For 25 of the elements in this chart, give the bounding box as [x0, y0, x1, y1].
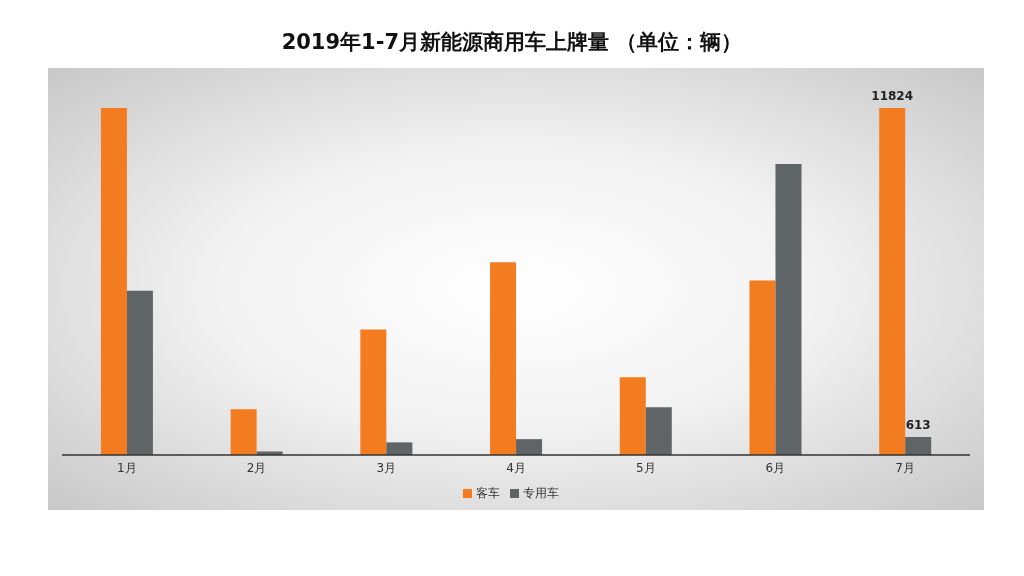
bar: [749, 280, 776, 455]
data-label: 613: [905, 418, 931, 433]
bar: [619, 377, 646, 455]
bar: [905, 437, 932, 455]
legend-label: 专用车: [523, 486, 559, 500]
bar: [360, 329, 387, 455]
bar: [645, 407, 672, 455]
x-tick-label: 7月: [895, 460, 915, 475]
bar: [100, 108, 127, 455]
x-tick-label: 3月: [376, 460, 397, 475]
bar: [126, 290, 153, 455]
bar: [490, 262, 517, 455]
bar: [386, 442, 413, 455]
x-tick-label: 1月: [117, 460, 137, 475]
x-tick-label: 2月: [246, 460, 267, 475]
data-label: 11824: [871, 89, 914, 103]
bar: [230, 409, 257, 455]
bar: [879, 108, 906, 455]
bar: [775, 163, 802, 455]
x-tick-label: 4月: [506, 460, 526, 475]
legend-label: 客车: [476, 486, 500, 500]
bar: [516, 439, 543, 455]
x-tick-label: 6月: [765, 460, 786, 475]
x-tick-label: 5月: [635, 460, 656, 475]
chart-title: 2019年1-7月新能源商用车上牌量 （单位：辆）: [280, 29, 744, 56]
